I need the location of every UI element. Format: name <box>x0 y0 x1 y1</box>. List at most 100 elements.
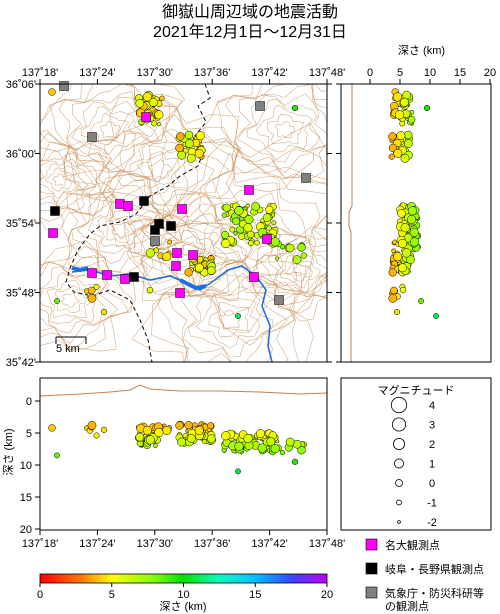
colorbar-tick-label: 10 <box>177 589 189 601</box>
depth-lat-marker <box>407 115 416 124</box>
epicenter-marker <box>251 202 261 211</box>
nagoya-station-marker <box>188 250 198 260</box>
lon-depth-panel: 137˚18' 137˚24' 137˚30' 137˚36' 137˚42' 137˚4… <box>2 377 345 550</box>
epicenter-marker <box>254 239 260 246</box>
epicenter-marker <box>185 139 194 148</box>
epicenter-marker <box>221 230 230 239</box>
colorbar-tick-label: 15 <box>249 589 261 601</box>
lon-depth-marker <box>153 443 158 448</box>
epicenter-marker <box>207 266 216 275</box>
epicenter-marker <box>93 283 100 290</box>
depth-lat-marker <box>400 223 410 233</box>
nagoya-station-marker <box>171 261 181 271</box>
magnitude-legend-circle <box>394 458 404 469</box>
epicenter-marker <box>194 263 204 273</box>
epicenter-marker <box>244 215 254 224</box>
nagoya-station-marker <box>123 201 133 211</box>
depth-lat-marker <box>404 130 413 140</box>
map-lat-tick-label: 36˚00' <box>6 149 36 161</box>
depth-lat-marker <box>397 238 408 249</box>
magnitude-legend-circle <box>390 396 408 414</box>
epicenter-marker <box>291 104 299 112</box>
depth-lat-marker <box>407 215 417 224</box>
lon-depth-marker <box>291 458 299 465</box>
lon-depth-depth-tick-label: 10 <box>20 460 32 472</box>
map-lon-tick-label: 137˚18' <box>22 67 58 79</box>
epicenter-marker <box>175 143 184 153</box>
magnitude-legend-circle <box>396 499 402 506</box>
title-line-1: 御嶽山周辺域の地震活動 <box>161 4 338 21</box>
scale-bar-label: 5 km <box>56 343 80 355</box>
lon-depth-marker <box>256 429 265 439</box>
colorbar-tick-label: 20 <box>321 589 333 601</box>
nagoya-station-marker <box>102 270 112 280</box>
depth-lat-marker <box>392 92 403 102</box>
epicenter-marker <box>221 238 231 249</box>
lon-depth-marker <box>175 421 184 430</box>
depth-lat-marker <box>396 131 406 141</box>
title-line-2: 2021年12月1日～12月31日 <box>153 24 347 41</box>
map-lat-tick-label: 36˚06' <box>6 79 36 91</box>
epicenter-marker <box>297 243 306 252</box>
depth-lat-axes: 0 5 10 15 20 <box>367 67 496 84</box>
map-lat-tick-label: 35˚42' <box>6 357 36 369</box>
depth-lat-marker <box>390 286 398 295</box>
epicenter-marker <box>162 252 172 262</box>
epicenter-marker <box>234 206 244 216</box>
epicenter-marker <box>275 256 280 261</box>
jma-nied-station-marker <box>274 295 284 305</box>
jma-nied-station-marker <box>150 236 160 246</box>
epicenter-marker <box>176 132 185 141</box>
lon-depth-lon-tick-label: 137˚18' <box>22 538 58 550</box>
epicenter-marker <box>186 153 196 163</box>
lon-depth-marker <box>142 425 152 435</box>
depth-lat-tick-label: 15 <box>454 67 466 79</box>
gifu-nagano-station-marker <box>139 196 149 206</box>
depth-lat-marker <box>397 208 406 218</box>
nagoya-station-marker <box>120 274 130 284</box>
station-legend: 名大観測点 岐阜・長野県観測点 気象庁・防災科研等 の観測点 <box>365 538 484 613</box>
nagoya-station-swatch <box>365 538 378 551</box>
epicenter-marker <box>184 268 193 277</box>
lon-depth-marker <box>145 435 156 445</box>
depth-lat-marker <box>407 206 417 216</box>
colorbar-gradient <box>39 573 328 584</box>
map-lon-tick-label: 137˚36' <box>194 67 230 79</box>
nagoya-station-marker <box>87 268 97 278</box>
lon-depth-depth-tick-label: 15 <box>20 492 32 504</box>
epicenter-marker <box>235 313 241 319</box>
depth-lat-marker <box>418 298 424 304</box>
depth-lat-tick-label: 20 <box>484 67 496 79</box>
lon-depth-axes: 137˚18' 137˚24' 137˚30' 137˚36' 137˚42' 137˚4… <box>20 396 345 550</box>
lon-depth-marker <box>297 446 306 455</box>
depth-lat-marker <box>399 97 409 107</box>
map-lon-tick-label: 137˚30' <box>137 67 173 79</box>
lon-depth-marker <box>177 437 187 447</box>
jma-nied-station-marker <box>255 101 265 111</box>
magnitude-legend-value: 3 <box>429 420 435 432</box>
depth-lat-tick-label: 5 <box>397 67 403 79</box>
lon-depth-marker <box>270 444 280 454</box>
epicenter-marker <box>271 220 277 226</box>
lon-depth-marker <box>243 433 253 444</box>
jma-nied-station-swatch <box>365 586 378 599</box>
epicenter-marker <box>154 110 164 120</box>
nagoya-station-label: 名大観測点 <box>385 538 440 552</box>
epicenter-marker <box>247 240 254 247</box>
epicenter-marker <box>87 286 96 295</box>
jma-nied-station-marker <box>301 173 311 183</box>
jma-nied-station-label-2: の観測点 <box>385 599 429 613</box>
gifu-nagano-station-marker <box>50 206 60 216</box>
depth-lat-marker <box>393 148 403 158</box>
nagoya-station-marker <box>262 234 272 244</box>
magnitude-legend-circle <box>391 417 407 432</box>
colorbar-tick-label: 0 <box>37 589 43 601</box>
lon-depth-marker <box>235 468 241 475</box>
epicenter-marker <box>145 248 156 258</box>
map-axes: 137˚18' 137˚24' 137˚30' 137˚36' 137˚42' 137˚4… <box>6 67 345 369</box>
lon-depth-axis-label: 深さ (km) <box>2 428 15 475</box>
epicenter-marker <box>54 298 60 304</box>
epicenter-marker <box>87 293 97 303</box>
gifu-nagano-station-marker <box>166 221 176 231</box>
